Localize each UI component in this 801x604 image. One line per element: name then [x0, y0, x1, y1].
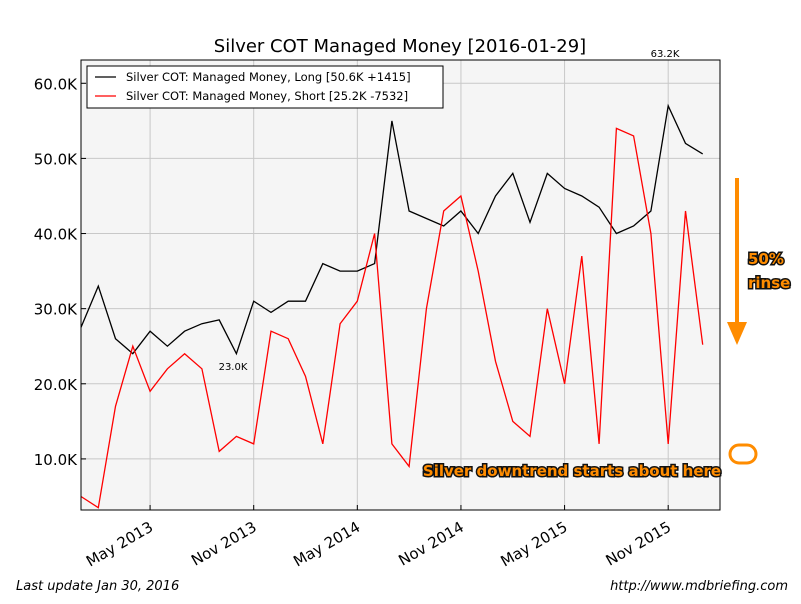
- legend-label: Silver COT: Managed Money, Short [25.2K …: [126, 89, 408, 103]
- footer-right: http://www.mdbriefing.com: [610, 579, 788, 594]
- footer-left: Last update Jan 30, 2016: [16, 579, 179, 594]
- x-tick-label: Nov 2015: [603, 518, 675, 570]
- series-line: [80, 103, 704, 356]
- y-tick-label: 10.0K: [34, 451, 78, 469]
- annotation: 50% rinse: [748, 250, 790, 292]
- y-tick-label: 60.0K: [34, 75, 78, 93]
- chart-title: Silver COT Managed Money [2016-01-29]: [214, 36, 586, 57]
- series-line: [80, 127, 704, 509]
- x-tick-label: May 2015: [498, 518, 571, 571]
- x-tick-label: May 2013: [83, 518, 156, 571]
- y-tick-label: 30.0K: [34, 301, 78, 319]
- y-tick-label: 50.0K: [34, 150, 78, 168]
- annotation: 23.0K: [219, 362, 248, 373]
- plot-frame: [80, 59, 721, 511]
- legend: [86, 65, 444, 109]
- annotation: 63.2K: [651, 49, 680, 60]
- marker: [728, 443, 758, 465]
- y-tick-label: 20.0K: [34, 376, 78, 394]
- legend-label: Silver COT: Managed Money, Long [50.6K +…: [126, 70, 411, 84]
- x-tick-label: Nov 2014: [395, 518, 467, 570]
- annotation: Silver downtrend starts about here: [423, 462, 721, 480]
- plot-area: [81, 60, 720, 510]
- x-tick-label: Nov 2013: [188, 518, 260, 570]
- arrow-head: [727, 322, 747, 345]
- x-tick-label: May 2014: [290, 518, 363, 571]
- y-tick-label: 40.0K: [34, 226, 78, 244]
